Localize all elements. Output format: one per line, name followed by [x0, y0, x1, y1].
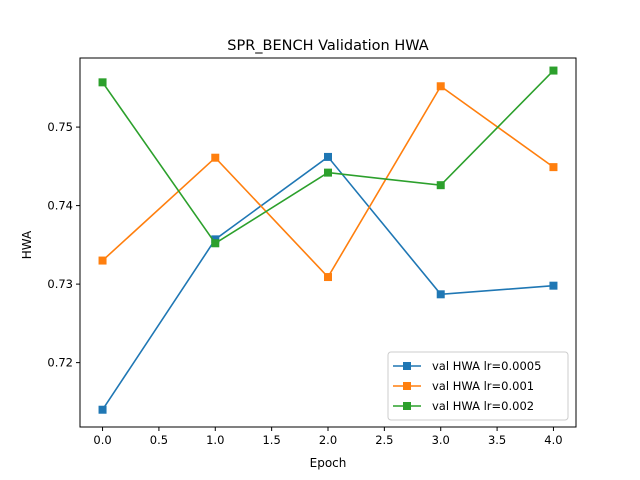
x-tick-label: 3.0: [432, 433, 450, 447]
data-point: [549, 66, 558, 75]
data-point: [98, 256, 107, 265]
data-point: [211, 239, 220, 248]
legend-label: val HWA lr=0.001: [432, 379, 534, 393]
data-point: [549, 281, 558, 290]
legend: val HWA lr=0.0005 val HWA lr=0.001 val HWA…: [387, 351, 569, 421]
x-tick-label: 0.0: [93, 433, 111, 447]
data-point: [436, 290, 445, 299]
y-axis-ticks: 0.72 0.73 0.74 0.75: [47, 120, 80, 370]
legend-label: val HWA lr=0.0005: [432, 359, 541, 373]
x-axis-ticks: 0.0 0.5 1.0 1.5 2.0 2.5 3.0 3.5 4.0: [93, 427, 563, 447]
x-tick-label: 1.0: [206, 433, 224, 447]
x-tick-label: 2.0: [319, 433, 337, 447]
y-tick-label: 0.75: [47, 120, 73, 134]
y-tick-label: 0.74: [47, 199, 73, 213]
series-layer: [98, 66, 558, 414]
x-tick-label: 0.5: [150, 433, 168, 447]
x-axis-label: Epoch: [310, 456, 347, 470]
x-tick-label: 3.5: [488, 433, 506, 447]
legend-box: [387, 351, 569, 421]
data-point: [436, 82, 445, 91]
x-tick-label: 4.0: [544, 433, 562, 447]
y-tick-label: 0.72: [47, 356, 73, 370]
legend-entries: val HWA lr=0.0005 val HWA lr=0.001 val HWA…: [393, 359, 541, 413]
x-tick-label: 1.5: [262, 433, 280, 447]
data-point: [436, 181, 445, 190]
data-point: [549, 163, 558, 172]
y-tick-label: 0.73: [47, 277, 73, 291]
chart-title: SPR_BENCH Validation HWA: [227, 38, 429, 54]
data-point: [324, 168, 332, 177]
legend-label: val HWA lr=0.002: [432, 399, 534, 413]
data-point: [211, 153, 220, 162]
legend-marker: [403, 382, 411, 390]
data-point: [98, 405, 107, 414]
y-axis-label: HWA: [20, 230, 34, 259]
legend-marker: [403, 362, 411, 370]
legend-marker: [403, 402, 411, 410]
data-point: [324, 273, 332, 282]
plot-frame: [79, 57, 577, 428]
x-tick-label: 2.5: [375, 433, 393, 447]
data-point: [324, 152, 332, 161]
data-point: [98, 78, 107, 87]
